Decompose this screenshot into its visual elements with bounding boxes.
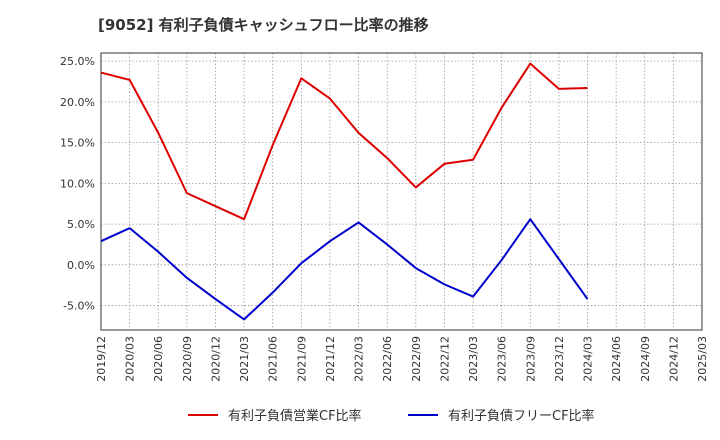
y-tick-label: 20.0%: [60, 96, 95, 109]
x-tick-label: 2022/09: [410, 336, 423, 382]
x-tick-label: 2021/06: [267, 336, 280, 382]
x-tick-label: 2020/09: [181, 336, 194, 382]
x-tick-label: 2021/09: [295, 336, 308, 382]
x-tick-label: 2020/03: [124, 336, 137, 382]
x-tick-label: 2019/12: [95, 336, 108, 382]
legend-label: 有利子負債フリーCF比率: [448, 408, 595, 424]
y-tick-label: -5.0%: [63, 300, 95, 313]
x-tick-label: 2023/03: [467, 336, 480, 382]
x-tick-label: 2021/12: [324, 336, 337, 382]
series-line-2: [100, 218, 589, 321]
x-tick-label: 2024/03: [582, 336, 595, 382]
x-tick-label: 2025/03: [696, 336, 709, 382]
x-tick-label: 2021/03: [238, 336, 251, 382]
y-tick-label: 15.0%: [60, 137, 95, 150]
x-tick-label: 2023/12: [553, 336, 566, 382]
y-tick-label: 25.0%: [60, 55, 95, 68]
x-tick-label: 2020/06: [152, 336, 165, 382]
x-tick-label: 2024/06: [610, 336, 623, 382]
chart-title: [9052] 有利子負債キャッシュフロー比率の推移: [98, 16, 429, 34]
x-tick-label: 2022/12: [438, 336, 451, 382]
legend-entry-2: 有利子負債フリーCF比率: [408, 408, 595, 424]
x-tick-label: 2020/12: [209, 336, 222, 382]
x-tick-label: 2023/09: [524, 336, 537, 382]
series-line-1: [100, 62, 588, 221]
y-tick-label: 0.0%: [67, 259, 95, 272]
y-tick-label: 10.0%: [60, 177, 95, 190]
x-tick-label: 2024/12: [667, 336, 680, 382]
x-tick-label: 2022/03: [353, 336, 366, 382]
x-tick-label: 2024/09: [639, 336, 652, 382]
x-tick-label: 2022/06: [381, 336, 394, 382]
x-tick-label: 2023/06: [496, 336, 509, 382]
legend-entry-1: 有利子負債営業CF比率: [188, 408, 362, 424]
plot-frame: [100, 52, 703, 331]
y-tick-label: 5.0%: [67, 218, 95, 231]
legend-label: 有利子負債営業CF比率: [228, 408, 362, 424]
plot-area: [101, 53, 702, 330]
